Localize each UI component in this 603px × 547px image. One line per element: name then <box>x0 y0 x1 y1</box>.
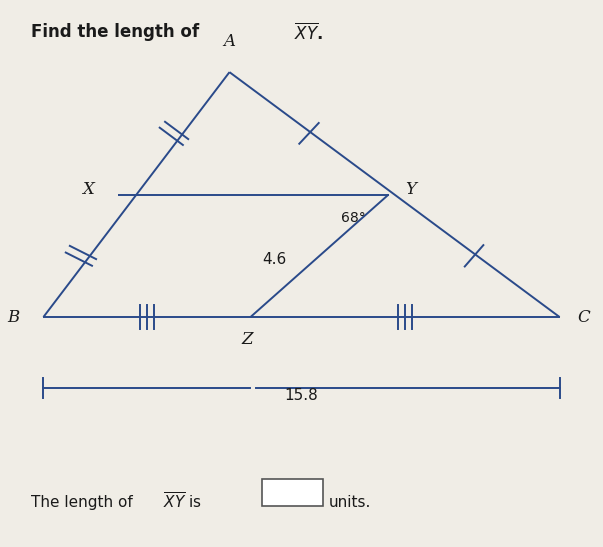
Text: X: X <box>83 181 95 197</box>
Text: 4.6: 4.6 <box>262 252 287 267</box>
Text: C: C <box>578 309 590 325</box>
Text: 68°: 68° <box>341 211 365 225</box>
Text: A: A <box>224 33 236 50</box>
Text: units.: units. <box>329 494 371 510</box>
Text: Z: Z <box>242 330 253 348</box>
Text: $\overline{XY}$.: $\overline{XY}$. <box>294 23 323 44</box>
Text: 15.8: 15.8 <box>285 388 318 404</box>
FancyBboxPatch shape <box>262 479 323 506</box>
Text: The length of: The length of <box>31 494 138 510</box>
Text: Y: Y <box>405 181 415 197</box>
Text: Find the length of: Find the length of <box>31 23 205 41</box>
Text: B: B <box>7 309 19 325</box>
Text: $\overline{XY}$ is: $\overline{XY}$ is <box>163 492 202 512</box>
